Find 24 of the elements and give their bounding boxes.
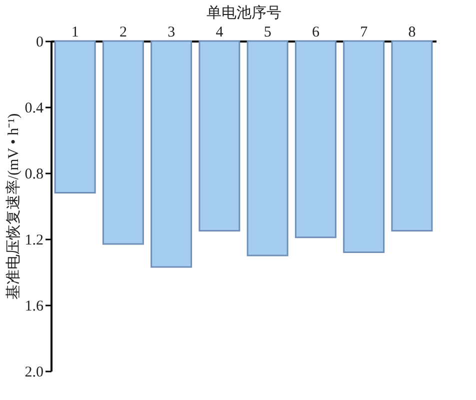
x-tick-label: 4 — [216, 24, 224, 40]
y-tick-label: 2.0 — [24, 364, 44, 380]
x-axis-title: 单电池序号 — [206, 4, 282, 22]
bar — [150, 40, 192, 268]
y-tick-label: 0 — [36, 34, 44, 50]
bar — [54, 40, 96, 194]
bar — [102, 40, 144, 245]
bar — [391, 40, 433, 232]
x-tick-label: 6 — [312, 24, 320, 40]
x-tick-label: 5 — [264, 24, 272, 40]
x-tick-label: 7 — [360, 24, 368, 40]
x-tick-label: 2 — [119, 24, 127, 40]
x-tick-label: 1 — [71, 24, 79, 40]
x-tick-label: 8 — [408, 24, 416, 40]
y-tick-label: 0.8 — [24, 166, 44, 182]
x-tick-label: 3 — [168, 24, 176, 40]
y-axis-title: 基准电压恢复速率/(mV • h⁻¹) — [4, 113, 22, 300]
bar — [198, 40, 240, 232]
bar — [343, 40, 385, 253]
bar — [246, 40, 288, 256]
y-tick-label: 1.6 — [24, 298, 44, 314]
y-tick-label: 1.2 — [24, 232, 44, 248]
y-tick-label: 0.4 — [24, 100, 44, 116]
bar — [294, 40, 336, 238]
